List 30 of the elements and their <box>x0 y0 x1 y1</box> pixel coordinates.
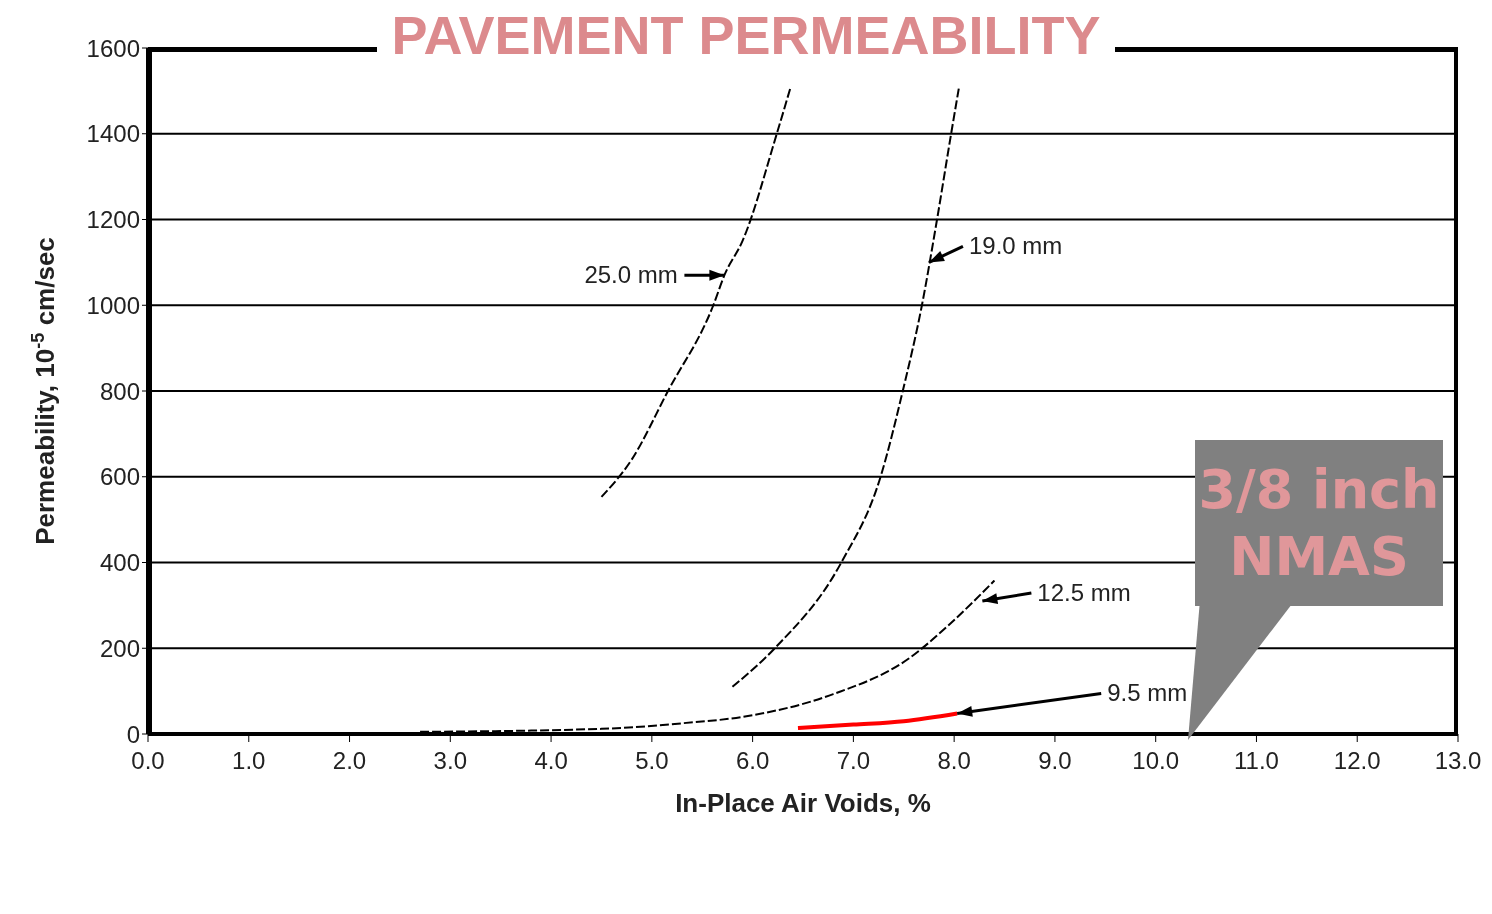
x-tick-label: 5.0 <box>635 747 669 775</box>
y-tick-label: 1400 <box>86 120 140 148</box>
y-tick-label: 800 <box>99 377 140 405</box>
y-tick-label: 400 <box>99 549 140 577</box>
annotation: 9.5 mm <box>1107 679 1188 707</box>
annotation: 25.0 mm <box>584 261 678 289</box>
y-tick-label: 0 <box>126 720 140 748</box>
y-tick-label: 600 <box>99 463 140 491</box>
x-tick-label: 0.0 <box>131 747 165 775</box>
y-tick-label: 1200 <box>86 206 140 234</box>
x-tick-label: 13.0 <box>1434 747 1482 775</box>
annotation: 19.0 mm <box>968 232 1063 260</box>
x-tick-label: 3.0 <box>433 747 467 775</box>
x-tick-label: 4.0 <box>534 747 568 775</box>
x-tick-label: 1.0 <box>232 747 266 775</box>
x-axis-title: In-Place Air Voids, % <box>675 788 931 818</box>
x-tick-label: 8.0 <box>937 747 971 775</box>
x-tick-label: 12.0 <box>1333 747 1381 775</box>
y-tick-label: 1000 <box>86 291 140 319</box>
annotation: 12.5 mm <box>1037 579 1131 607</box>
annotation: 3/8 inch NMAS <box>1195 440 1443 606</box>
y-tick-label: 200 <box>99 634 140 662</box>
x-tick-label: 10.0 <box>1132 747 1180 775</box>
x-tick-label: 7.0 <box>836 747 871 775</box>
x-tick-label: 9.0 <box>1038 747 1072 775</box>
chart-title: PAVEMENT PERMEABILITY <box>377 5 1115 65</box>
x-tick-label: 2.0 <box>332 747 367 775</box>
x-tick-label: 6.0 <box>735 747 770 775</box>
x-tick-label: 11.0 <box>1233 747 1279 775</box>
y-tick-label: 1600 <box>86 34 140 62</box>
